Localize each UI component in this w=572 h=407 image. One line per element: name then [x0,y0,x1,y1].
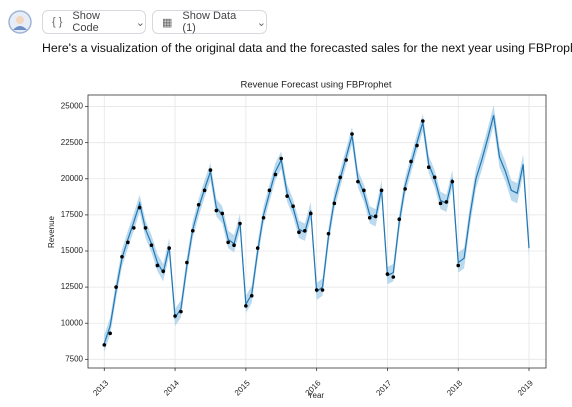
show-code-button[interactable]: { } Show Code ⌄ [42,10,146,34]
actual-point [226,240,230,245]
chart-title: Revenue Forecast using FBProphet [240,80,391,91]
actual-point [438,201,443,206]
uncertainty-band [104,105,530,353]
actual-point [126,240,130,245]
actual-point [238,221,242,226]
actual-point [432,175,437,180]
actual-point [367,215,372,220]
actual-point [273,172,278,177]
actual-point [149,243,154,248]
actual-point [232,243,236,248]
show-data-button[interactable]: ▦ Show Data (1) ⌄ [152,10,267,34]
x-tick-label: 2013 [91,378,110,397]
actual-point [444,200,449,204]
avatar [8,10,32,34]
actual-point [285,194,289,198]
actual-point [409,159,413,164]
button-label: Show Code [72,10,100,34]
actual-point [114,285,118,289]
actual-point [102,343,107,347]
actual-point [196,202,201,207]
actual-point [397,217,402,222]
actual-point [255,246,260,250]
x-axis-label: Year [308,391,325,400]
actual-point [190,228,195,233]
actual-point [362,188,366,193]
actual-point [308,211,313,216]
y-tick-label: 15000 [61,246,84,255]
actual-point [155,263,160,268]
y-tick-label: 20000 [61,174,84,183]
y-tick-label: 17500 [61,210,84,219]
actual-point [261,215,266,220]
actual-point [167,246,171,250]
actual-point [120,254,124,259]
actual-point [385,272,390,276]
actual-point [137,205,142,210]
actual-point [356,179,360,184]
y-tick-label: 10000 [61,318,84,327]
actual-point [379,188,384,193]
x-tick-label: 2015 [233,378,252,397]
actual-point [143,226,148,230]
actual-point [303,228,307,233]
actual-point [108,331,112,336]
actual-point [132,226,136,230]
actual-point [297,230,301,235]
actual-point [426,165,431,170]
actual-point [344,158,348,162]
actual-point [220,211,225,216]
actual-point [214,208,219,213]
y-tick-label: 12500 [61,282,84,291]
x-tick-label: 2018 [445,378,464,397]
actual-point [326,231,331,236]
actual-point [244,304,248,308]
actual-point [314,288,319,292]
y-axis-label: Revenue [47,215,56,248]
message: Here's a visualization of the original d… [42,41,572,55]
y-tick-label: 22500 [61,138,84,147]
actual-point [208,168,213,172]
actual-point [421,119,425,123]
actual-point [373,214,378,219]
actual-point [202,188,207,193]
actual-point [249,293,254,298]
actual-point [320,288,325,292]
y-tick-label: 25000 [61,102,84,111]
plot-frame [87,94,547,369]
x-tick-label: 2014 [162,378,181,397]
actual-point [403,187,407,191]
actual-point [185,260,189,265]
x-tick-label: 2019 [516,378,535,397]
actual-point [415,143,419,148]
actual-point [338,175,343,180]
button-label: Show Data (1) [182,10,237,34]
actual-point [332,201,337,206]
actual-point [350,132,354,136]
actual-point [450,179,455,184]
y-tick-label: 7500 [65,354,83,363]
actual-point [267,188,272,193]
actual-point [291,204,295,209]
actual-point [173,314,177,318]
actual-point [391,275,396,279]
actual-point [161,269,166,274]
actual-point [179,309,183,314]
x-tick-label: 2017 [374,378,393,397]
actual-point [456,263,461,268]
actual-point [279,156,284,161]
